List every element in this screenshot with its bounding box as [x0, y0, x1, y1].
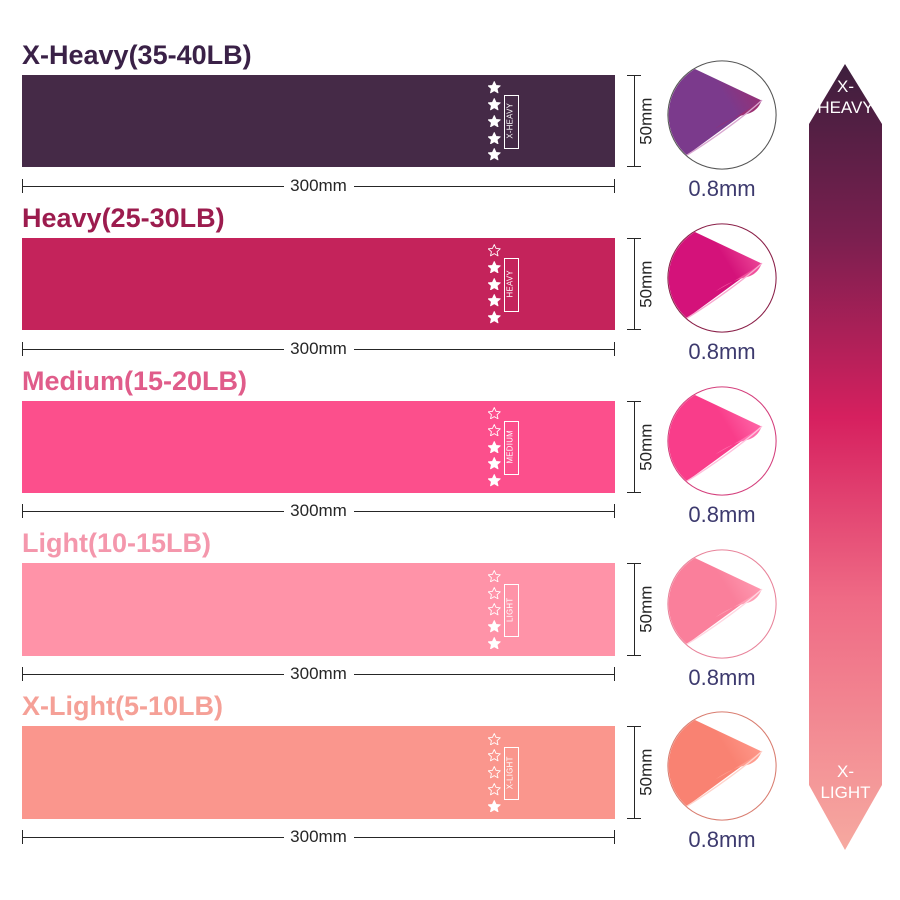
svg-text:50mm: 50mm — [636, 586, 655, 633]
svg-text:50mm: 50mm — [636, 260, 655, 307]
svg-text:50mm: 50mm — [636, 423, 655, 470]
svg-text:HEAVY: HEAVY — [506, 270, 515, 298]
svg-text:X-LIGHT: X-LIGHT — [506, 756, 515, 789]
svg-text:LIGHT: LIGHT — [506, 597, 515, 621]
svg-text:X-HEAVY: X-HEAVY — [506, 103, 515, 139]
svg-text:50mm: 50mm — [636, 749, 655, 796]
svg-text:MEDIUM: MEDIUM — [506, 430, 515, 463]
svg-text:50mm: 50mm — [636, 97, 655, 144]
